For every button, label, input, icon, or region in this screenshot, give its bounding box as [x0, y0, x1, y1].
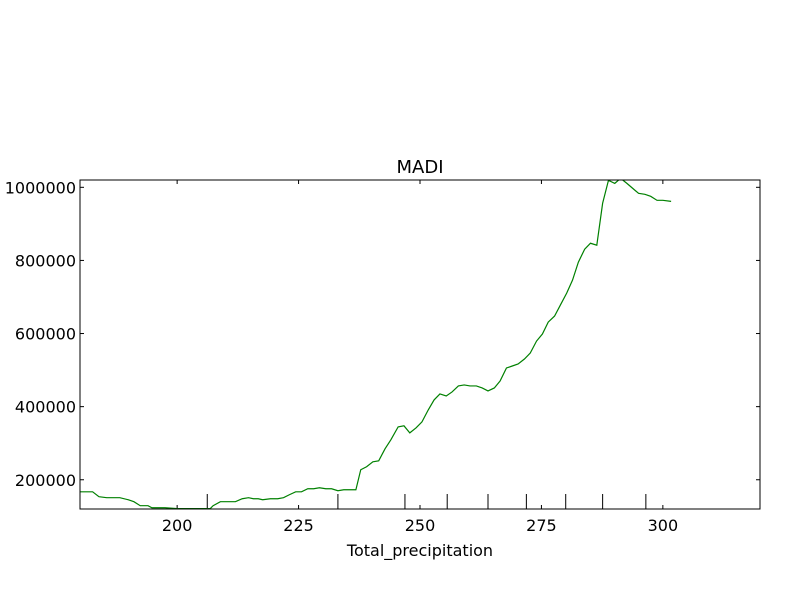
- x-tick-label: 225: [283, 516, 314, 535]
- line-series: [80, 180, 672, 509]
- plot-frame: [79, 179, 761, 510]
- x-axis-label: Total_precipitation: [346, 541, 493, 561]
- chart-title: MADI: [396, 157, 443, 178]
- x-tick-label: 275: [526, 516, 557, 535]
- y-tick-label: 200000: [15, 471, 76, 490]
- y-tick-label: 800000: [15, 251, 76, 270]
- x-tick-label: 300: [648, 516, 679, 535]
- y-tick-label: 1000000: [5, 178, 76, 197]
- x-tick-label: 200: [162, 516, 193, 535]
- y-tick-label: 400000: [15, 398, 76, 417]
- x-tick-label: 250: [405, 516, 436, 535]
- y-tick-label: 600000: [15, 325, 76, 344]
